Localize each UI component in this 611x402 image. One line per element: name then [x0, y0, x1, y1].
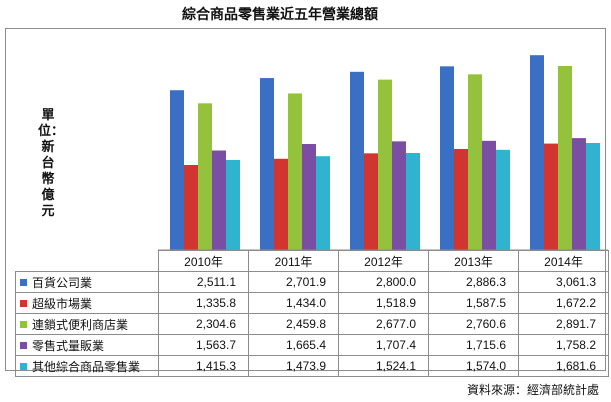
table-row: 百貨公司業 2,511.1 2,701.9 2,800.0 2,886.3 3,061.3 — [15, 271, 609, 293]
bar — [288, 93, 302, 250]
data-label: 1,415.3 — [158, 355, 249, 377]
bar — [260, 78, 274, 250]
table-row: 連鎖式便利商店業 2,304.6 2,459.8 2,677.0 2,760.6 2,89… — [15, 313, 609, 335]
table-header-year: 2012年 — [338, 250, 429, 272]
bar — [226, 159, 240, 250]
legend-label: 百貨公司業 — [32, 275, 93, 290]
legend-label: 其他綜合商品零售業 — [32, 359, 141, 374]
data-label: 2,891.7 — [518, 313, 609, 335]
table-header-year: 2014年 — [518, 250, 609, 272]
data-label: 2,760.6 — [428, 313, 519, 335]
bar — [468, 74, 482, 250]
y-axis-label: 單位：新台幣億元 — [38, 108, 65, 219]
legend-label: 超級市場業 — [32, 296, 93, 311]
data-label: 3,061.3 — [518, 271, 609, 293]
legend-entry: 連鎖式便利商店業 — [15, 313, 159, 335]
table-header-year: 2011年 — [248, 250, 339, 272]
legend-swatch — [20, 341, 27, 349]
legend-entry: 百貨公司業 — [15, 271, 159, 293]
data-label: 1,681.6 — [518, 355, 609, 377]
table-header-year: 2010年 — [158, 250, 249, 272]
data-table: 2010年 2011年 2012年 2013年 2014年 百貨公司業 2,511… — [15, 250, 609, 377]
legend-entry: 其他綜合商品零售業 — [15, 355, 159, 377]
bar — [198, 103, 212, 251]
bar — [170, 90, 184, 250]
data-label: 2,459.8 — [248, 313, 339, 335]
table-row: 超級市場業 1,335.8 1,434.0 1,518.9 1,587.5 1,672.2 — [15, 292, 609, 314]
table-row: 零售式量販業 1,563.7 1,665.4 1,707.4 1,715.6 1,758.… — [15, 334, 609, 356]
legend-label: 零售式量販業 — [32, 338, 105, 353]
data-label: 1,335.8 — [158, 292, 249, 314]
data-label: 1,518.9 — [338, 292, 429, 314]
bar — [274, 158, 288, 250]
bar — [454, 148, 468, 250]
data-label: 1,715.6 — [428, 334, 519, 356]
bar — [302, 144, 316, 250]
legend-swatch — [20, 320, 27, 328]
data-label: 1,665.4 — [248, 334, 339, 356]
data-label: 1,587.5 — [428, 292, 519, 314]
bar — [350, 71, 364, 251]
chart-title: 綜合商品零售業近五年營業總額 — [182, 7, 378, 23]
bar — [378, 79, 392, 251]
bar — [558, 65, 572, 250]
bar — [572, 138, 586, 250]
bar — [496, 149, 510, 250]
legend-entry: 超級市場業 — [15, 292, 159, 314]
data-label: 1,563.7 — [158, 334, 249, 356]
table-row: 其他綜合商品零售業 1,415.3 1,473.9 1,524.1 1,574.0 1,6… — [15, 355, 609, 377]
bar — [406, 153, 420, 250]
data-label: 1,758.2 — [518, 334, 609, 356]
table-corner — [15, 250, 159, 272]
data-label: 2,886.3 — [428, 271, 519, 293]
data-label: 1,574.0 — [428, 355, 519, 377]
legend-swatch — [20, 278, 27, 286]
bar — [544, 143, 558, 250]
source-note: 資料來源：經濟部統計處 — [466, 383, 599, 397]
legend-swatch — [20, 299, 27, 307]
bar — [482, 140, 496, 250]
table-header-year: 2013年 — [428, 250, 519, 272]
data-label: 2,511.1 — [158, 271, 249, 293]
legend-entry: 零售式量販業 — [15, 334, 159, 356]
data-label: 2,304.6 — [158, 313, 249, 335]
table-header-row: 2010年 2011年 2012年 2013年 2014年 — [15, 250, 609, 272]
data-label: 1,707.4 — [338, 334, 429, 356]
data-label: 2,677.0 — [338, 313, 429, 335]
data-label: 2,800.0 — [338, 271, 429, 293]
data-label: 1,524.1 — [338, 355, 429, 377]
data-label: 2,701.9 — [248, 271, 339, 293]
bar — [212, 150, 226, 250]
legend-label: 連鎖式便利商店業 — [32, 317, 129, 332]
bar — [184, 164, 198, 250]
bar — [586, 142, 600, 250]
data-label: 1,672.2 — [518, 292, 609, 314]
data-label: 1,473.9 — [248, 355, 339, 377]
bar — [392, 141, 406, 250]
bar — [440, 66, 454, 251]
bar — [364, 153, 378, 250]
legend-swatch — [20, 362, 27, 370]
bar — [530, 55, 544, 250]
bar — [316, 156, 330, 250]
data-label: 1,434.0 — [248, 292, 339, 314]
